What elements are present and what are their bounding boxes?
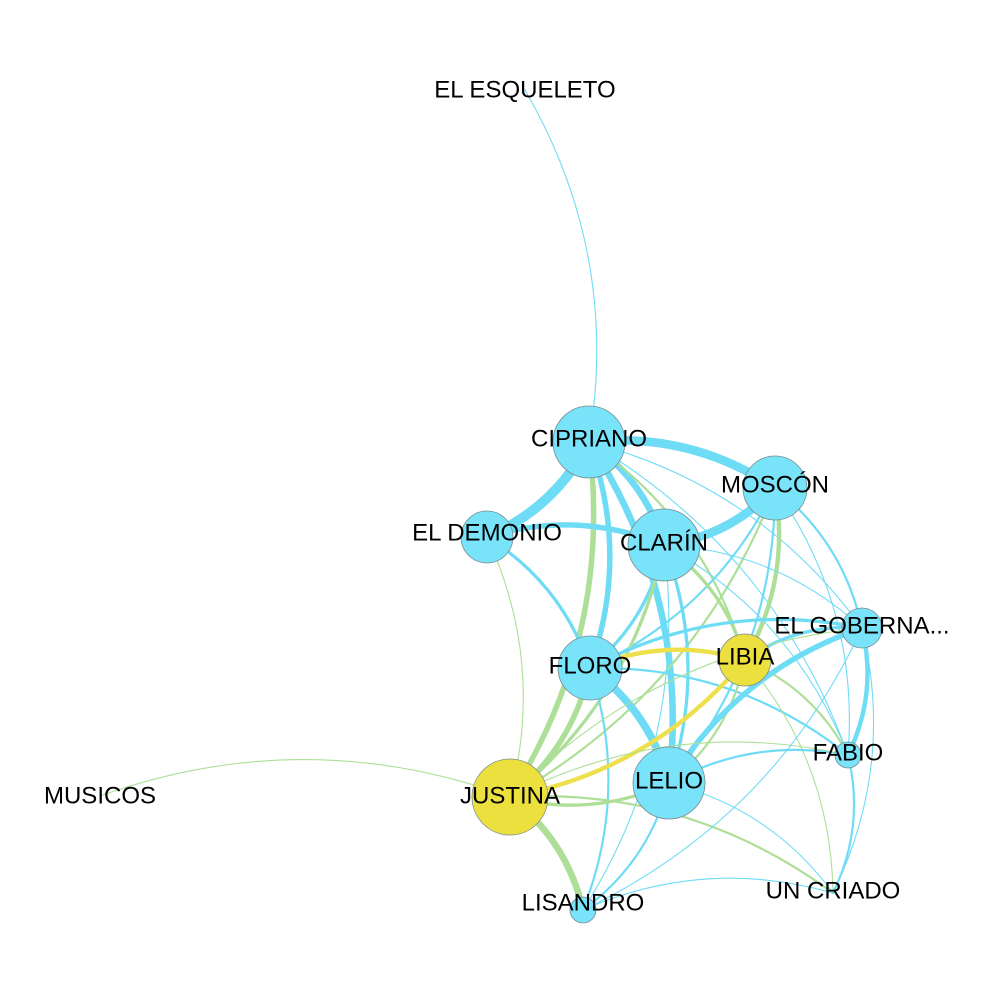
node-circle-fabio[interactable] — [834, 741, 862, 769]
node-moscon[interactable] — [742, 455, 808, 521]
edge-fabio-un-criado — [831, 753, 856, 895]
edge-el-gobernador-lisandro — [582, 627, 863, 911]
node-lisandro[interactable] — [569, 896, 597, 924]
node-label-lelio: LELIO — [635, 768, 703, 795]
edge-justina-fabio — [509, 741, 849, 798]
node-clarin[interactable] — [627, 508, 701, 582]
node-label-musicos: MUSICOS — [44, 783, 156, 810]
node-label-clarin: CLARÍN — [620, 530, 708, 557]
edge-el-esqueleto-cipriano — [524, 89, 598, 443]
node-circle-libia[interactable] — [718, 633, 772, 687]
node-label-lisandro: LISANDRO — [522, 890, 645, 917]
node-el-gobernador[interactable] — [841, 607, 883, 649]
node-circle-justina[interactable] — [471, 758, 549, 836]
node-circle-lelio[interactable] — [632, 746, 706, 820]
edge-lisandro-un-criado — [582, 877, 834, 911]
edge-floro-el-gobernador — [588, 617, 864, 670]
edge-cipriano-lelio — [585, 438, 676, 787]
node-justina[interactable] — [471, 758, 549, 836]
node-label-floro: FLORO — [549, 653, 632, 680]
edge-moscon-justina — [508, 486, 777, 799]
node-label-el-demonio: EL DEMONIO — [412, 520, 562, 547]
node-lelio[interactable] — [632, 746, 706, 820]
node-circle-cipriano[interactable] — [552, 405, 626, 479]
node-label-el-esqueleto: EL ESQUELETO — [434, 77, 615, 104]
edge-cipriano-fabio — [588, 441, 849, 756]
node-fabio[interactable] — [834, 741, 862, 769]
node-label-moscon: MOSCÓN — [721, 472, 829, 499]
node-circle-el-demonio[interactable] — [460, 510, 514, 564]
node-label-un-criado: UN CRIADO — [766, 878, 901, 905]
node-circle-clarin[interactable] — [627, 508, 701, 582]
edge-cipriano-el-gobernador — [588, 441, 863, 629]
edge-libia-un-criado — [744, 659, 834, 894]
edge-clarin-fabio — [663, 544, 849, 756]
edge-clarin-lisandro — [582, 544, 670, 911]
node-circle-floro[interactable] — [557, 635, 623, 701]
nodes-layer — [460, 405, 883, 924]
node-label-libia: LIBIA — [716, 644, 775, 671]
edge-moscon-fabio — [774, 487, 850, 756]
edge-musicos-justina — [99, 759, 511, 798]
node-label-justina: JUSTINA — [460, 783, 560, 810]
node-circle-el-gobernador[interactable] — [841, 607, 883, 649]
node-circle-moscon[interactable] — [742, 455, 808, 521]
edge-floro-fabio — [588, 666, 850, 757]
node-label-fabio: FABIO — [813, 740, 884, 767]
edge-el-gobernador-un-criado — [832, 627, 875, 894]
node-circle-lisandro[interactable] — [569, 896, 597, 924]
node-libia[interactable] — [718, 633, 772, 687]
node-el-demonio[interactable] — [460, 510, 514, 564]
node-floro[interactable] — [557, 635, 623, 701]
edge-justina-el-gobernador — [509, 627, 863, 798]
labels-layer: EL ESQUELETO CIPRIANO MOSCÓN EL DEMONIO CLAR… — [44, 77, 950, 917]
node-label-cipriano: CIPRIANO — [531, 426, 647, 453]
node-cipriano[interactable] — [552, 405, 626, 479]
node-label-el-gobernador: EL GOBERNA... — [774, 613, 949, 640]
edge-el-demonio-justina — [486, 536, 524, 798]
edge-cipriano-justina — [507, 439, 597, 800]
